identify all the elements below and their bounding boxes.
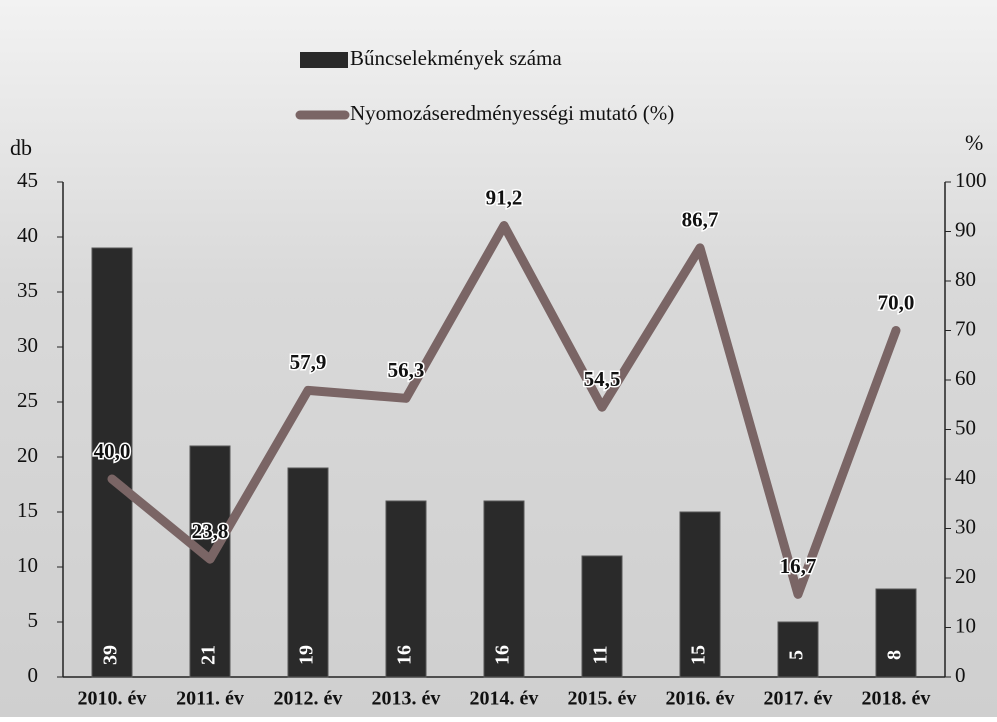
y2-tick-label: 90 — [955, 217, 976, 241]
bar — [876, 589, 916, 677]
line-value-label: 54,5 — [584, 367, 621, 391]
bar-value-label: 16 — [492, 645, 514, 665]
line-value-label: 70,0 — [878, 290, 915, 314]
y2-tick-label: 50 — [955, 415, 976, 439]
y2-tick-label: 70 — [955, 316, 976, 340]
line-value-label: 56,3 — [388, 358, 425, 382]
y-axis-label: db — [10, 135, 32, 160]
y-tick-label: 30 — [17, 333, 38, 357]
bar-value-label: 11 — [590, 646, 612, 665]
y-tick-label: 15 — [17, 498, 38, 522]
x-tick-label: 2017. év — [764, 688, 833, 710]
legend-label: Nyomozáseredményességi mutató (%) — [350, 101, 674, 125]
line-value-label: 86,7 — [682, 208, 719, 232]
y-tick-label: 35 — [17, 278, 38, 302]
bar-value-label: 15 — [688, 645, 710, 665]
chart: db % 0 5 10 15 20 25 30 35 40 45 0 10 20 30 40 50 60 70 80… — [0, 0, 997, 717]
y2-axis-label: % — [965, 130, 983, 155]
y-tick-label: 45 — [17, 168, 38, 192]
line-value-label: 57,9 — [290, 350, 327, 374]
line-value-label: 40,0 — [94, 439, 131, 463]
y2-tick-label: 0 — [955, 663, 966, 687]
bar — [778, 622, 818, 677]
y2-tick-label: 40 — [955, 465, 976, 489]
y-tick-label: 10 — [17, 553, 38, 577]
legend-swatch — [300, 52, 348, 68]
y2-tick-label: 20 — [955, 564, 976, 588]
y2-tick-label: 100 — [955, 168, 987, 192]
x-tick-label: 2013. év — [372, 688, 441, 710]
line-value-label: 23,8 — [192, 519, 229, 543]
line-value-label: 16,7 — [780, 554, 817, 578]
y2-tick-label: 80 — [955, 267, 976, 291]
x-tick-label: 2018. év — [862, 688, 931, 710]
x-tick-label: 2016. év — [666, 688, 735, 710]
y-tick-label: 0 — [28, 663, 39, 687]
bar-value-label: 39 — [100, 645, 122, 665]
y2-tick-label: 60 — [955, 366, 976, 390]
bar-value-label: 8 — [884, 650, 906, 660]
x-tick-label: 2014. év — [470, 688, 539, 710]
x-tick-label: 2012. év — [274, 688, 343, 710]
y-tick-label: 40 — [17, 223, 38, 247]
y-tick-label: 25 — [17, 388, 38, 412]
x-tick-label: 2011. év — [176, 688, 244, 710]
legend-label: Bűncselekmények száma — [350, 46, 562, 70]
bar-value-label: 16 — [394, 645, 416, 665]
x-tick-label: 2010. év — [78, 688, 147, 710]
y2-tick-label: 10 — [955, 613, 976, 637]
x-tick-label: 2015. év — [568, 688, 637, 710]
y2-tick-label: 30 — [955, 514, 976, 538]
line-value-label: 91,2 — [486, 185, 523, 209]
bar-value-label: 21 — [198, 645, 220, 665]
bar-value-label: 19 — [296, 645, 318, 665]
bar-value-label: 5 — [786, 650, 808, 660]
y-tick-label: 20 — [17, 443, 38, 467]
y-tick-label: 5 — [28, 608, 39, 632]
